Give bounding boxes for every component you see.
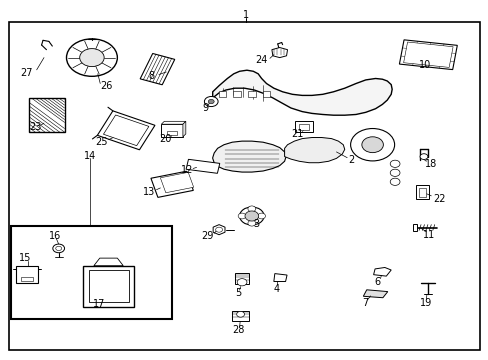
- Bar: [11, 226, 172, 319]
- Text: 21: 21: [290, 129, 303, 139]
- Text: 4: 4: [273, 284, 279, 294]
- Circle shape: [361, 137, 383, 153]
- Circle shape: [236, 311, 244, 317]
- Circle shape: [215, 227, 222, 232]
- Text: 25: 25: [95, 137, 108, 147]
- Polygon shape: [183, 121, 185, 137]
- Text: 18: 18: [424, 159, 437, 169]
- Bar: [415, 185, 428, 199]
- Text: 12: 12: [180, 165, 193, 175]
- Polygon shape: [186, 159, 219, 173]
- Bar: [89, 270, 129, 302]
- Text: 19: 19: [419, 298, 432, 308]
- Text: 22: 22: [432, 194, 445, 204]
- Polygon shape: [212, 70, 391, 115]
- Bar: [231, 311, 248, 321]
- Polygon shape: [271, 48, 287, 58]
- Circle shape: [247, 220, 255, 226]
- Polygon shape: [161, 121, 185, 124]
- Polygon shape: [97, 111, 155, 150]
- Text: 2: 2: [347, 155, 353, 165]
- Bar: [161, 124, 183, 137]
- Text: 6: 6: [374, 276, 380, 287]
- Polygon shape: [399, 40, 456, 69]
- Bar: [218, 91, 226, 97]
- Circle shape: [419, 154, 427, 159]
- Bar: [412, 224, 416, 231]
- Bar: [233, 91, 241, 97]
- Circle shape: [237, 279, 246, 286]
- Bar: [247, 91, 255, 97]
- Text: 7: 7: [362, 298, 368, 308]
- Polygon shape: [94, 258, 123, 266]
- Text: 11: 11: [422, 230, 435, 240]
- Circle shape: [389, 178, 399, 185]
- Circle shape: [257, 213, 265, 219]
- Bar: [29, 98, 64, 132]
- Text: 13: 13: [142, 186, 155, 197]
- Polygon shape: [284, 138, 344, 163]
- Polygon shape: [212, 141, 285, 172]
- Bar: [83, 266, 134, 307]
- Text: 23: 23: [29, 122, 41, 132]
- Circle shape: [66, 39, 117, 76]
- Text: 24: 24: [255, 55, 267, 66]
- Polygon shape: [140, 54, 174, 85]
- Circle shape: [204, 96, 218, 107]
- Circle shape: [244, 211, 258, 221]
- Polygon shape: [363, 290, 387, 298]
- Text: 20: 20: [159, 134, 171, 144]
- Polygon shape: [273, 274, 286, 282]
- Polygon shape: [160, 172, 193, 193]
- Text: 14: 14: [84, 150, 97, 161]
- Text: 17: 17: [92, 299, 105, 309]
- Text: 27: 27: [20, 68, 33, 78]
- Circle shape: [389, 169, 399, 176]
- Text: 29: 29: [201, 231, 214, 241]
- Polygon shape: [213, 225, 224, 235]
- Circle shape: [53, 244, 64, 253]
- Polygon shape: [103, 115, 148, 146]
- Text: 9: 9: [202, 103, 208, 113]
- Polygon shape: [151, 171, 193, 197]
- Polygon shape: [373, 267, 390, 276]
- Bar: [299, 124, 308, 130]
- Circle shape: [389, 160, 399, 167]
- Text: 10: 10: [418, 60, 431, 70]
- Text: 1: 1: [243, 10, 248, 20]
- Text: 16: 16: [48, 231, 61, 241]
- Bar: [295, 121, 312, 132]
- Text: 28: 28: [232, 325, 244, 336]
- Text: 3: 3: [253, 219, 259, 229]
- Bar: [262, 91, 270, 97]
- Text: 5: 5: [235, 288, 241, 298]
- Circle shape: [208, 99, 214, 104]
- Circle shape: [80, 49, 104, 67]
- Text: 15: 15: [19, 253, 32, 264]
- Bar: [16, 266, 38, 283]
- Bar: [234, 273, 249, 284]
- Text: 8: 8: [148, 71, 154, 81]
- Circle shape: [56, 246, 61, 251]
- Bar: [167, 131, 177, 135]
- Circle shape: [239, 207, 264, 225]
- Bar: [418, 188, 426, 197]
- Bar: [21, 277, 33, 281]
- Circle shape: [238, 213, 245, 219]
- Text: 26: 26: [100, 81, 113, 91]
- Polygon shape: [403, 42, 452, 67]
- Circle shape: [247, 206, 255, 212]
- Circle shape: [350, 129, 394, 161]
